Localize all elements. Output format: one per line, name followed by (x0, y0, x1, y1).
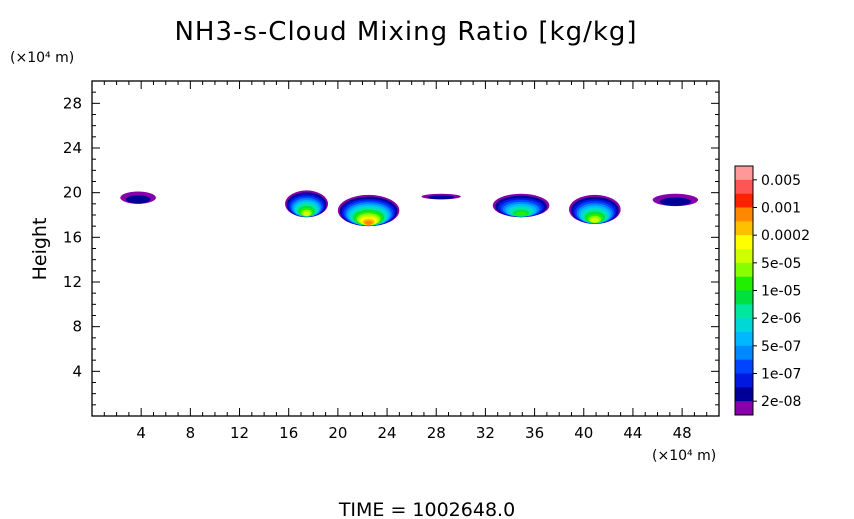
colorbar-swatch (735, 193, 753, 208)
colorbar-label: 0.0002 (761, 228, 810, 244)
cloud-layer (590, 217, 600, 223)
y-tick-label: 12 (63, 273, 82, 291)
x-tick-label: 48 (673, 424, 692, 442)
colorbar: 0.005 0.001 0.0002 5e-05 1e-05 2e-06 5e-07 1e-0… (734, 165, 810, 416)
x-tick-label: 40 (574, 424, 593, 442)
colorbar-swatch (735, 304, 753, 319)
x-tick-label: 16 (279, 424, 298, 442)
colorbar-swatch (735, 262, 753, 277)
colorbar-label: 1e-05 (761, 284, 801, 300)
colorbar-label: 2e-06 (761, 311, 801, 327)
cloud-layer (427, 195, 455, 200)
cloud-layer (515, 211, 527, 217)
y-tick-label: 8 (72, 318, 82, 336)
colorbar-label: 0.001 (761, 201, 801, 217)
y-tick-label: 28 (63, 94, 82, 112)
x-tick-label: 28 (427, 424, 446, 442)
y-tick-label: 24 (63, 139, 82, 157)
colorbar-swatch (735, 179, 753, 194)
x-tick-label: 44 (623, 424, 642, 442)
cloud-field (120, 190, 699, 227)
colorbar-swatch (735, 318, 753, 333)
x-tick-label: 24 (378, 424, 397, 442)
y-tick-label: 4 (72, 362, 82, 380)
colorbar-swatch (735, 249, 753, 264)
x-tick-label: 20 (328, 424, 347, 442)
colorbar-swatch (735, 276, 753, 291)
cloud-layer (125, 195, 151, 204)
colorbar-label: 0.005 (761, 173, 801, 189)
colorbar-label: 1e-07 (761, 367, 801, 383)
chart-title: NH3-s-Cloud Mixing Ratio [kg/kg] (174, 17, 637, 47)
colorbar-swatch (735, 235, 753, 250)
colorbar-label: 2e-08 (761, 394, 801, 410)
x-tick-label: 32 (476, 424, 495, 442)
colorbar-swatch (735, 290, 753, 305)
colorbar-swatch (735, 207, 753, 222)
y-tick-label: 20 (63, 184, 82, 202)
colorbar-swatch (735, 166, 753, 181)
colorbar-swatch (735, 359, 753, 374)
colorbar-swatch (735, 373, 753, 388)
colorbar-swatch (735, 345, 753, 360)
cloud-layer (659, 197, 691, 206)
colorbar-swatch (735, 221, 753, 236)
x-tick-label: 4 (136, 424, 146, 442)
y-tick-label: 16 (63, 228, 82, 246)
colorbar-label: 5e-07 (761, 339, 801, 355)
y-axis-label: Height (29, 218, 51, 281)
cloud-layer (364, 220, 373, 225)
x-axis-unit: (×10⁴ m) (652, 448, 716, 464)
colorbar-swatch (735, 401, 753, 416)
colorbar-swatch (735, 387, 753, 402)
colorbar-label: 5e-05 (761, 256, 801, 272)
plot-frame (91, 80, 720, 417)
time-footer: TIME = 1002648.0 (338, 499, 515, 519)
y-axis-unit: (×10⁴ m) (10, 50, 74, 66)
x-tick-label: 8 (186, 424, 196, 442)
colorbar-swatch (735, 332, 753, 347)
x-tick-label: 12 (230, 424, 249, 442)
cloud-layer (302, 211, 311, 217)
x-tick-label: 36 (525, 424, 544, 442)
